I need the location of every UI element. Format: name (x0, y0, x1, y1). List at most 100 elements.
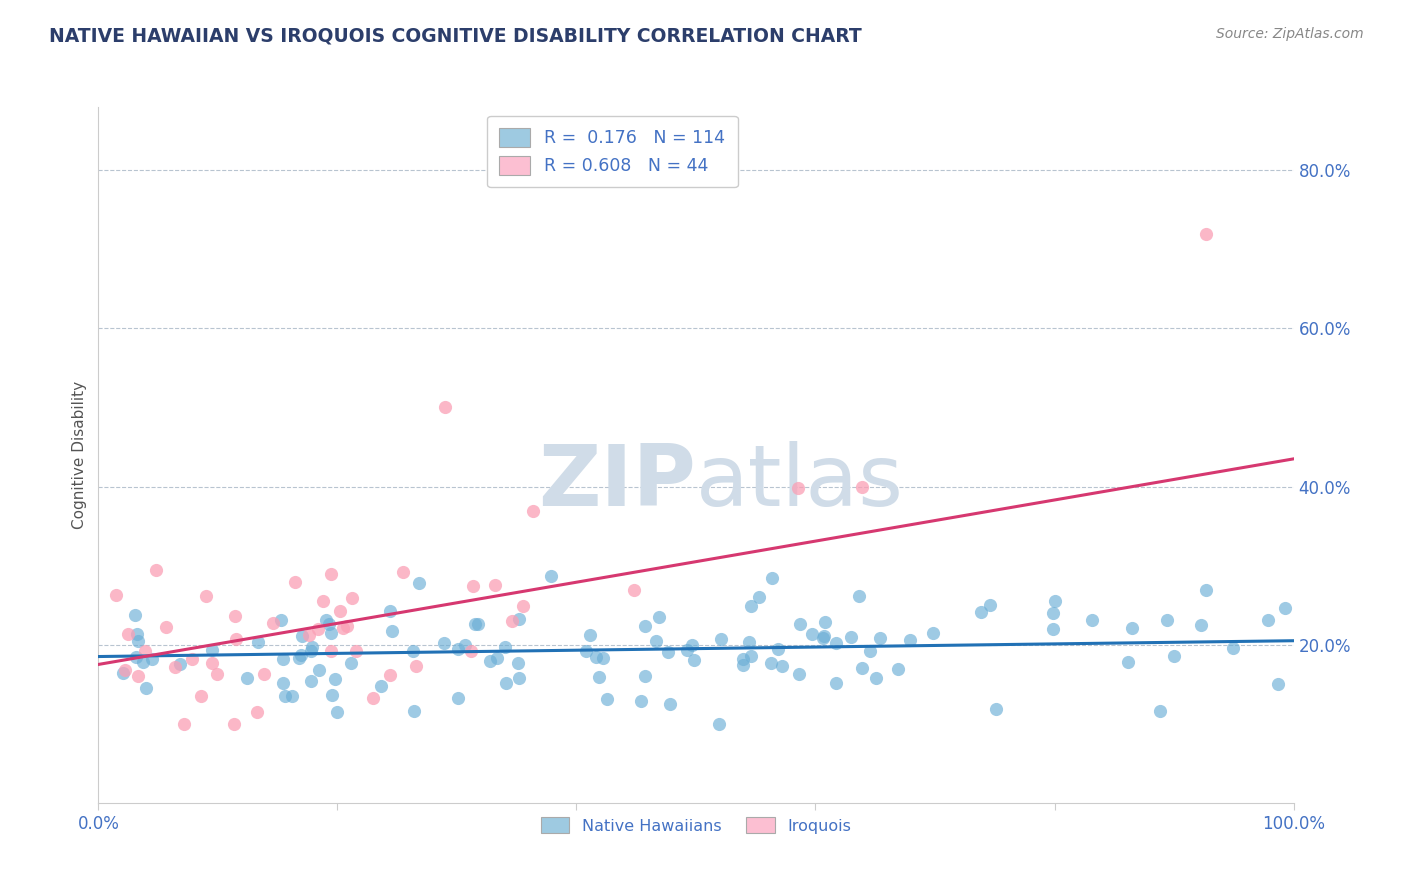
Point (236, 671, 259, 685)
Point (263, 615, 285, 630)
Point (825, 675, 848, 690)
Point (898, 632, 921, 647)
Point (205, 667, 228, 681)
Point (1156, 613, 1178, 627)
Point (281, 690, 304, 704)
Point (634, 668, 657, 682)
Point (298, 627, 321, 641)
Point (1121, 621, 1143, 635)
Point (246, 706, 269, 720)
Point (759, 656, 782, 670)
Point (319, 644, 342, 658)
Point (1149, 704, 1171, 718)
Point (486, 650, 509, 665)
Point (464, 617, 486, 632)
Point (447, 641, 470, 656)
Point (370, 679, 392, 693)
Point (329, 604, 352, 618)
Point (479, 654, 502, 668)
Point (321, 688, 343, 702)
Point (114, 663, 136, 677)
Point (789, 617, 811, 632)
Text: NATIVE HAWAIIAN VS IROQUOIS COGNITIVE DISABILITY CORRELATION CHART: NATIVE HAWAIIAN VS IROQUOIS COGNITIVE DI… (49, 27, 862, 45)
Point (733, 652, 755, 666)
Point (501, 614, 523, 628)
Point (201, 656, 224, 670)
Point (623, 582, 645, 597)
Point (522, 504, 544, 518)
Y-axis label: Cognitive Disability: Cognitive Disability (72, 381, 87, 529)
Point (132, 655, 155, 669)
Point (381, 624, 404, 638)
Point (321, 625, 343, 640)
Point (592, 651, 614, 665)
Point (869, 631, 891, 645)
Point (1195, 227, 1218, 241)
Point (141, 652, 163, 666)
Point (1043, 594, 1066, 608)
Text: Source: ZipAtlas.com: Source: ZipAtlas.com (1216, 27, 1364, 41)
Point (738, 635, 761, 649)
Point (125, 650, 148, 665)
Point (851, 661, 873, 675)
Point (1267, 676, 1289, 690)
Point (683, 653, 706, 667)
Point (271, 652, 294, 666)
Text: atlas: atlas (696, 442, 904, 524)
Point (786, 482, 808, 496)
Point (634, 618, 657, 632)
Point (851, 479, 873, 493)
Point (813, 629, 835, 643)
Point (134, 644, 156, 658)
Point (984, 702, 1007, 716)
Point (731, 658, 754, 673)
Point (408, 575, 430, 590)
Legend: Native Hawaiians, Iroquois: Native Hawaiians, Iroquois (534, 811, 858, 840)
Point (323, 672, 346, 686)
Point (299, 644, 322, 658)
Point (766, 641, 789, 656)
Point (135, 681, 157, 695)
Point (1081, 613, 1104, 627)
Point (811, 631, 834, 645)
Point (859, 644, 882, 658)
Point (540, 569, 562, 583)
Point (648, 610, 671, 624)
Point (291, 629, 314, 643)
Point (740, 648, 762, 663)
Point (848, 590, 870, 604)
Point (290, 648, 312, 662)
Point (1042, 622, 1064, 636)
Point (508, 612, 530, 626)
Point (284, 574, 307, 589)
Text: ZIP: ZIP (538, 442, 696, 524)
Point (325, 705, 347, 719)
Point (770, 659, 793, 673)
Point (434, 401, 457, 415)
Point (588, 669, 610, 683)
Point (1116, 655, 1139, 669)
Point (163, 660, 186, 674)
Point (433, 636, 456, 650)
Point (344, 644, 367, 658)
Point (125, 627, 148, 641)
Point (681, 638, 703, 652)
Point (787, 667, 810, 681)
Point (312, 594, 335, 608)
Point (308, 663, 330, 677)
Point (710, 632, 733, 647)
Point (112, 665, 135, 680)
Point (596, 692, 619, 706)
Point (1222, 640, 1244, 655)
Point (825, 636, 848, 650)
Point (405, 659, 427, 673)
Point (378, 604, 401, 618)
Point (740, 599, 762, 613)
Point (392, 565, 415, 579)
Point (839, 631, 862, 645)
Point (318, 617, 340, 632)
Point (630, 694, 652, 708)
Point (969, 606, 991, 620)
Point (979, 598, 1001, 612)
Point (224, 716, 246, 731)
